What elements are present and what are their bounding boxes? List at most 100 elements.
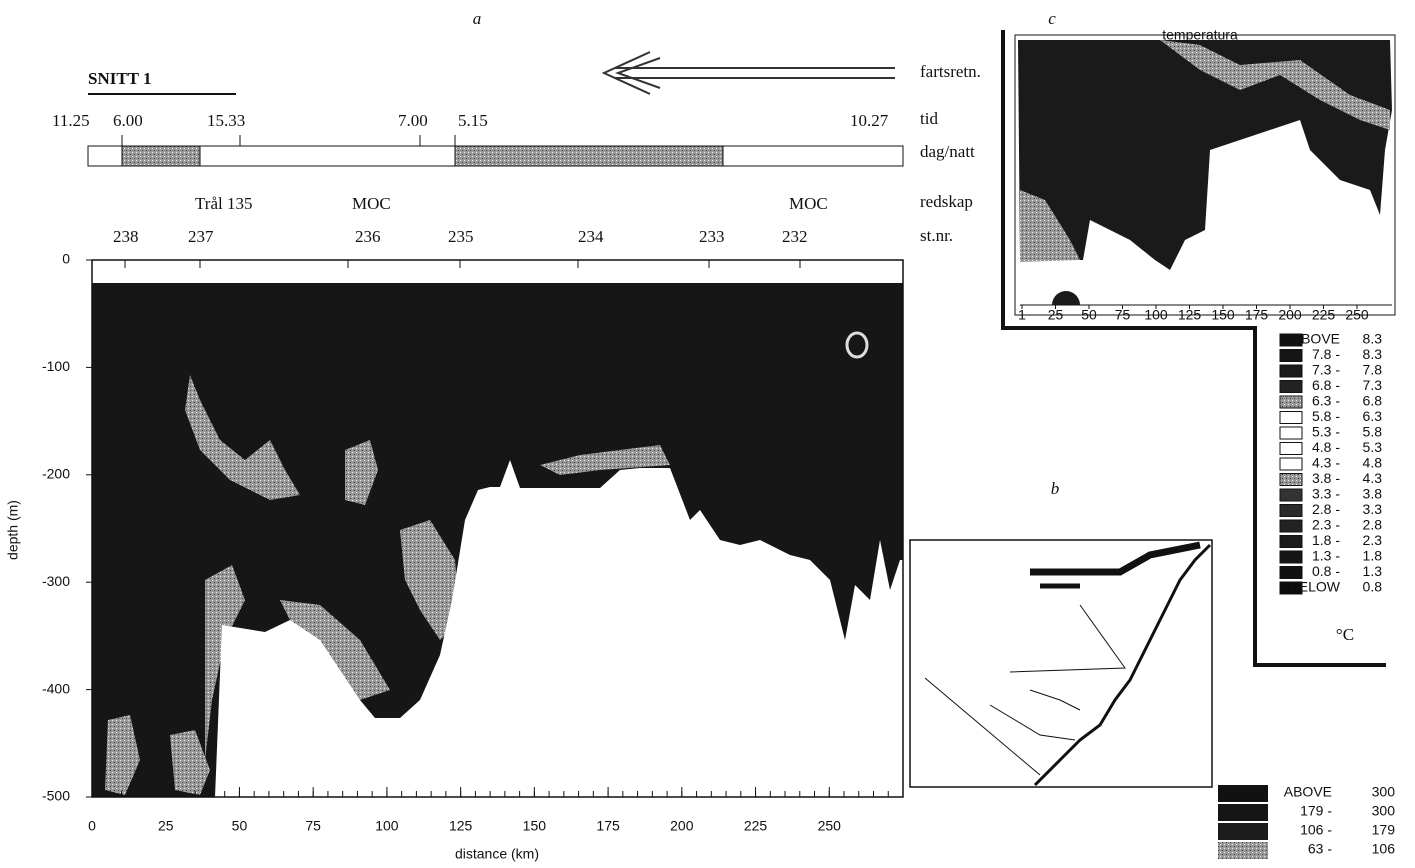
x-tick-label: 175 xyxy=(596,818,620,834)
section-tick-label: 225 xyxy=(1312,307,1336,323)
legend-to: 179 xyxy=(1372,822,1396,838)
legend-to: 5.8 xyxy=(1363,424,1383,440)
legend-to: 2.3 xyxy=(1363,532,1383,548)
legend-to: 1.8 xyxy=(1363,548,1383,564)
legend-from: 4.8 - xyxy=(1312,439,1340,455)
legend-to: 300 xyxy=(1372,803,1396,819)
row-label: fartsretn. xyxy=(920,62,981,81)
legend-swatch xyxy=(1279,473,1303,486)
x-tick-label: 75 xyxy=(305,818,321,834)
station-label: 237 xyxy=(188,227,214,246)
legend-from: 7.8 - xyxy=(1312,346,1340,362)
legend-swatch xyxy=(1279,581,1303,595)
station-label: 235 xyxy=(448,227,474,246)
legend-from: ABOVE xyxy=(1284,784,1332,800)
gear-label: Trål 135 xyxy=(195,194,252,213)
time-label: 10.27 xyxy=(850,111,889,130)
legend-swatch xyxy=(1279,364,1303,378)
legend-from: 7.3 - xyxy=(1312,362,1340,378)
day-night-bar xyxy=(87,135,904,167)
plot-frame xyxy=(91,259,904,798)
legend-from: 5.3 - xyxy=(1312,424,1340,440)
section-title: SNITT 1 xyxy=(88,69,151,88)
legend-swatch xyxy=(1279,426,1303,440)
section-tick-label: 150 xyxy=(1211,307,1235,323)
legend-to: 5.3 xyxy=(1363,439,1383,455)
y-axis-label: depth (m) xyxy=(5,500,21,560)
panel-frame xyxy=(1001,30,1386,667)
legend-from: 0.8 - xyxy=(1312,563,1340,579)
legend-from: BELOW xyxy=(1289,579,1340,595)
time-label: 15.33 xyxy=(207,111,245,130)
x-tick-label: 225 xyxy=(744,818,768,834)
legend-to: 4.3 xyxy=(1363,470,1383,486)
station-label: 238 xyxy=(113,227,139,246)
x-tick-label: 125 xyxy=(449,818,473,834)
section-tick-label: 25 xyxy=(1048,307,1064,323)
station-ticks xyxy=(124,260,801,268)
legend-to: 106 xyxy=(1372,841,1396,857)
legend-to: 8.3 xyxy=(1363,331,1383,347)
legend-to: 4.8 xyxy=(1363,455,1383,471)
contour-field xyxy=(92,283,903,797)
legend-to: 7.8 xyxy=(1363,362,1383,378)
legend-to: 7.3 xyxy=(1363,377,1383,393)
section-tick-label: 250 xyxy=(1345,307,1369,323)
temperature-section xyxy=(1014,34,1396,316)
y-tick-label: 0 xyxy=(62,251,70,267)
legend-swatch xyxy=(1279,504,1303,517)
section-tick-label: 1 xyxy=(1018,307,1026,323)
legend-to: 6.3 xyxy=(1363,408,1383,424)
legend-from: 179 - xyxy=(1300,803,1332,819)
panel-label: c xyxy=(1048,9,1056,28)
row-label: tid xyxy=(920,109,938,128)
time-label: 5.15 xyxy=(458,111,488,130)
x-tick-label: 25 xyxy=(158,818,174,834)
legend-swatch xyxy=(1279,457,1303,471)
legend-to: 300 xyxy=(1372,784,1396,800)
legend-to: 1.3 xyxy=(1363,563,1383,579)
time-label: 7.00 xyxy=(398,111,428,130)
legend-swatch xyxy=(1218,785,1268,802)
station-label: 233 xyxy=(699,227,725,246)
unit-label: °C xyxy=(1336,625,1354,644)
temperature-legend: ABOVE 8.3 7.8 - 8.3 7.3 - 7.8 6.8 - 7.3 6.3 - 6.8… xyxy=(1279,331,1383,595)
section-tick-label: 200 xyxy=(1278,307,1302,323)
inner-title: temperatura xyxy=(1162,27,1238,43)
legend-from: 63 - xyxy=(1308,841,1332,857)
y-tick-label: -500 xyxy=(42,788,70,804)
section-tick-label: 75 xyxy=(1115,307,1131,323)
row-label: st.nr. xyxy=(920,226,953,245)
row-label: redskap xyxy=(920,192,973,211)
legend-to: 3.8 xyxy=(1363,486,1383,502)
legend-to: 8.3 xyxy=(1363,346,1383,362)
x-tick-label: 100 xyxy=(375,818,399,834)
time-label: 6.00 xyxy=(113,111,143,130)
y-tick-label: -100 xyxy=(42,358,70,374)
section-tick-label: 100 xyxy=(1144,307,1168,323)
y-tick-label: -200 xyxy=(42,466,70,482)
x-tick-label: 0 xyxy=(88,818,96,834)
section-tick-label: 175 xyxy=(1245,307,1269,323)
section-ticks: 1 25 50 75 100 125 150 175 200 225 250 xyxy=(1018,305,1369,323)
x-axis-label: distance (km) xyxy=(455,846,539,862)
y-tick-label: -400 xyxy=(42,680,70,696)
legend-swatch xyxy=(1279,535,1303,548)
station-label: 234 xyxy=(578,227,604,246)
section-tick-label: 125 xyxy=(1178,307,1202,323)
legend-swatch xyxy=(1218,804,1268,821)
x-tick-label: 200 xyxy=(670,818,694,834)
legend-to: 6.8 xyxy=(1363,393,1383,409)
legend-swatch xyxy=(1279,395,1303,409)
legend-from: 2.8 - xyxy=(1312,501,1340,517)
x-tick-label: 50 xyxy=(232,818,248,834)
sv-legend: ABOVE 300 179 - 300 106 - 179 63 - 106 xyxy=(1218,784,1395,859)
legend-from: 1.3 - xyxy=(1312,548,1340,564)
legend-swatch xyxy=(1279,442,1303,455)
legend-from: ABOVE xyxy=(1292,331,1340,347)
legend-to: 3.3 xyxy=(1363,501,1383,517)
legend-swatch xyxy=(1279,411,1303,424)
legend-swatch xyxy=(1279,380,1303,393)
legend-from: 106 - xyxy=(1300,822,1332,838)
